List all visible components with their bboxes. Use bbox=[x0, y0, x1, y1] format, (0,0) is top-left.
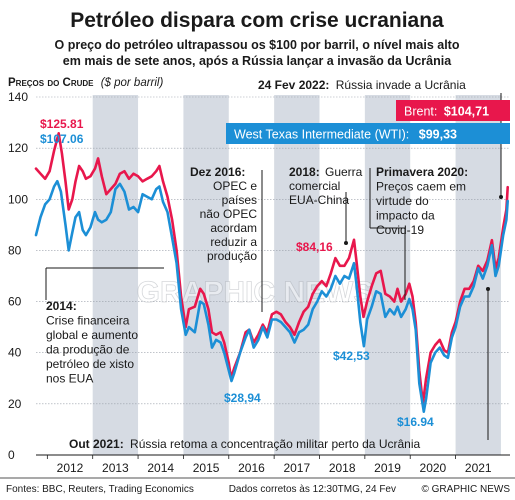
footer-sources: Fontes: BBC, Reuters, Trading Economics bbox=[6, 484, 194, 495]
y-tick-80: 80 bbox=[8, 243, 22, 257]
label-wti-2020: $16.94 bbox=[397, 415, 434, 429]
y-tick-labels: 0 20 40 60 80 100 120 140 bbox=[8, 90, 28, 462]
legend-wti-label: West Texas Intermediate (WTI): bbox=[234, 128, 409, 142]
annotation-2018-line-1: comercial bbox=[289, 179, 340, 193]
y-tick-140: 140 bbox=[8, 90, 28, 104]
axis-title-unit: ($ por barril) bbox=[101, 77, 164, 89]
annotation-2018-dot bbox=[344, 241, 348, 245]
annotation-2014-line-3: petróleo de xisto bbox=[46, 357, 134, 371]
annotation-oct2021-dot bbox=[486, 287, 490, 291]
x-tick-2015: 2015 bbox=[193, 461, 220, 475]
x-tick-2019: 2019 bbox=[374, 461, 401, 475]
y-tick-120: 120 bbox=[8, 141, 28, 155]
annotation-dec2016-line-2: não OPEC bbox=[200, 207, 258, 221]
legend-brent-box bbox=[396, 100, 510, 121]
grid-lines bbox=[36, 96, 510, 456]
x-tick-labels: 2012 2013 2014 2015 2016 2017 2018 2019 2020 2021 bbox=[46, 455, 492, 475]
x-tick-2018: 2018 bbox=[329, 461, 356, 475]
watermark: GRAPHIC NEWS bbox=[137, 276, 374, 309]
footer-note: Dados corretos às 12:30TMG, 24 Fev bbox=[229, 484, 396, 495]
label-brent-2018: $84,16 bbox=[296, 240, 333, 254]
series-wti-line bbox=[34, 179, 510, 414]
x-tick-2014: 2014 bbox=[147, 461, 174, 475]
chart-title: Petróleo dispara com crise ucraniana bbox=[70, 9, 444, 32]
annotation-2014-line-1: global e aumento bbox=[46, 328, 138, 342]
annotation-2018-line-2: EUA-China bbox=[289, 193, 349, 207]
y-tick-60: 60 bbox=[8, 295, 22, 309]
annotation-oct2021: Out 2021: Rússia retoma a concentração m… bbox=[69, 437, 420, 451]
footer-copyright: © GRAPHIC NEWS bbox=[422, 484, 511, 495]
subtitle-line-1: O preço do petróleo ultrapassou os $100 … bbox=[55, 38, 460, 52]
annotation-2014-head: 2014: bbox=[46, 299, 77, 313]
year-band-2019 bbox=[364, 95, 411, 455]
annotation-oct2021-head: Out 2021: bbox=[69, 437, 124, 451]
annotation-2018-head: 2018: bbox=[289, 165, 320, 179]
label-wti-2018: $42,53 bbox=[333, 349, 370, 363]
legend-brent-value: $104,71 bbox=[444, 105, 489, 119]
subtitle-line-2: em mais de sete anos, após a Rússia lanç… bbox=[63, 54, 452, 68]
axis-title: Preços do Crude ($ por barril) bbox=[8, 77, 163, 89]
year-band-2013 bbox=[92, 95, 139, 455]
y-tick-100: 100 bbox=[8, 192, 28, 206]
legend-wti-box bbox=[226, 123, 510, 144]
y-tick-20: 20 bbox=[8, 397, 22, 411]
x-tick-2017: 2017 bbox=[283, 461, 310, 475]
annotation-spring2020-line-1: virtude do bbox=[376, 194, 429, 208]
annotation-dec2016-line-0: OPEC e bbox=[213, 179, 257, 193]
y-tick-0: 0 bbox=[8, 448, 15, 462]
annotation-dec2016-line-3: acordam bbox=[210, 221, 257, 235]
legend-brent: Brent: $104,71 bbox=[404, 105, 489, 119]
annotation-2014-line-2: da produção de bbox=[46, 343, 130, 357]
x-tick-2016: 2016 bbox=[238, 461, 265, 475]
series-brent-line bbox=[34, 132, 510, 406]
invasion-marker-dot bbox=[499, 195, 503, 199]
legend-wti: West Texas Intermediate (WTI): $99,33 bbox=[234, 128, 457, 142]
annotation-spring2020-head: Primavera 2020: bbox=[376, 165, 468, 179]
annotation-dec2016-line-5: produção bbox=[207, 249, 257, 263]
year-band-2021 bbox=[455, 95, 501, 455]
annotation-invasion: 24 Fev 2022: Rússia invade a Ucrânia bbox=[258, 78, 466, 92]
annotation-2014-line-0: Crise financeira bbox=[46, 314, 130, 328]
annotation-dec2016-line-1: países bbox=[222, 193, 257, 207]
label-wti-2016: $28,94 bbox=[224, 391, 261, 405]
y-tick-40: 40 bbox=[8, 346, 22, 360]
annotation-dec2016-line-4: reduzir a bbox=[210, 235, 257, 249]
axis-title-main: Preços do Crude bbox=[8, 77, 94, 89]
legend-brent-label: Brent: bbox=[404, 105, 437, 119]
annotation-invasion-date: 24 Fev 2022: bbox=[258, 78, 329, 92]
annotation-spring2020-line-2: impacto da bbox=[376, 209, 435, 223]
annotation-invasion-text: Rússia invade a Ucrânia bbox=[336, 78, 466, 92]
x-tick-2012: 2012 bbox=[57, 461, 84, 475]
label-wti-max: $107.06 bbox=[40, 132, 84, 146]
annotation-spring2020-line-0: Preços caem em bbox=[376, 180, 466, 194]
year-bands bbox=[92, 95, 501, 455]
x-tick-2020: 2020 bbox=[420, 461, 447, 475]
year-band-2015 bbox=[183, 95, 229, 455]
series-lines bbox=[34, 132, 510, 414]
annotation-spring2020-line-3: Covid-19 bbox=[376, 223, 424, 237]
x-tick-2013: 2013 bbox=[102, 461, 129, 475]
annotation-2018-line-0: Guerra bbox=[325, 165, 363, 179]
annotation-dec2016-head: Dez 2016: bbox=[190, 165, 245, 179]
legend-wti-value: $99,33 bbox=[419, 128, 457, 142]
annotation-oct2021-text: Rússia retoma a concentração militar per… bbox=[130, 437, 420, 451]
annotation-2014-line-4: nos EUA bbox=[46, 372, 93, 386]
year-band-2017 bbox=[274, 95, 320, 455]
x-tick-2021: 2021 bbox=[465, 461, 492, 475]
label-brent-max: $125.81 bbox=[40, 117, 84, 131]
